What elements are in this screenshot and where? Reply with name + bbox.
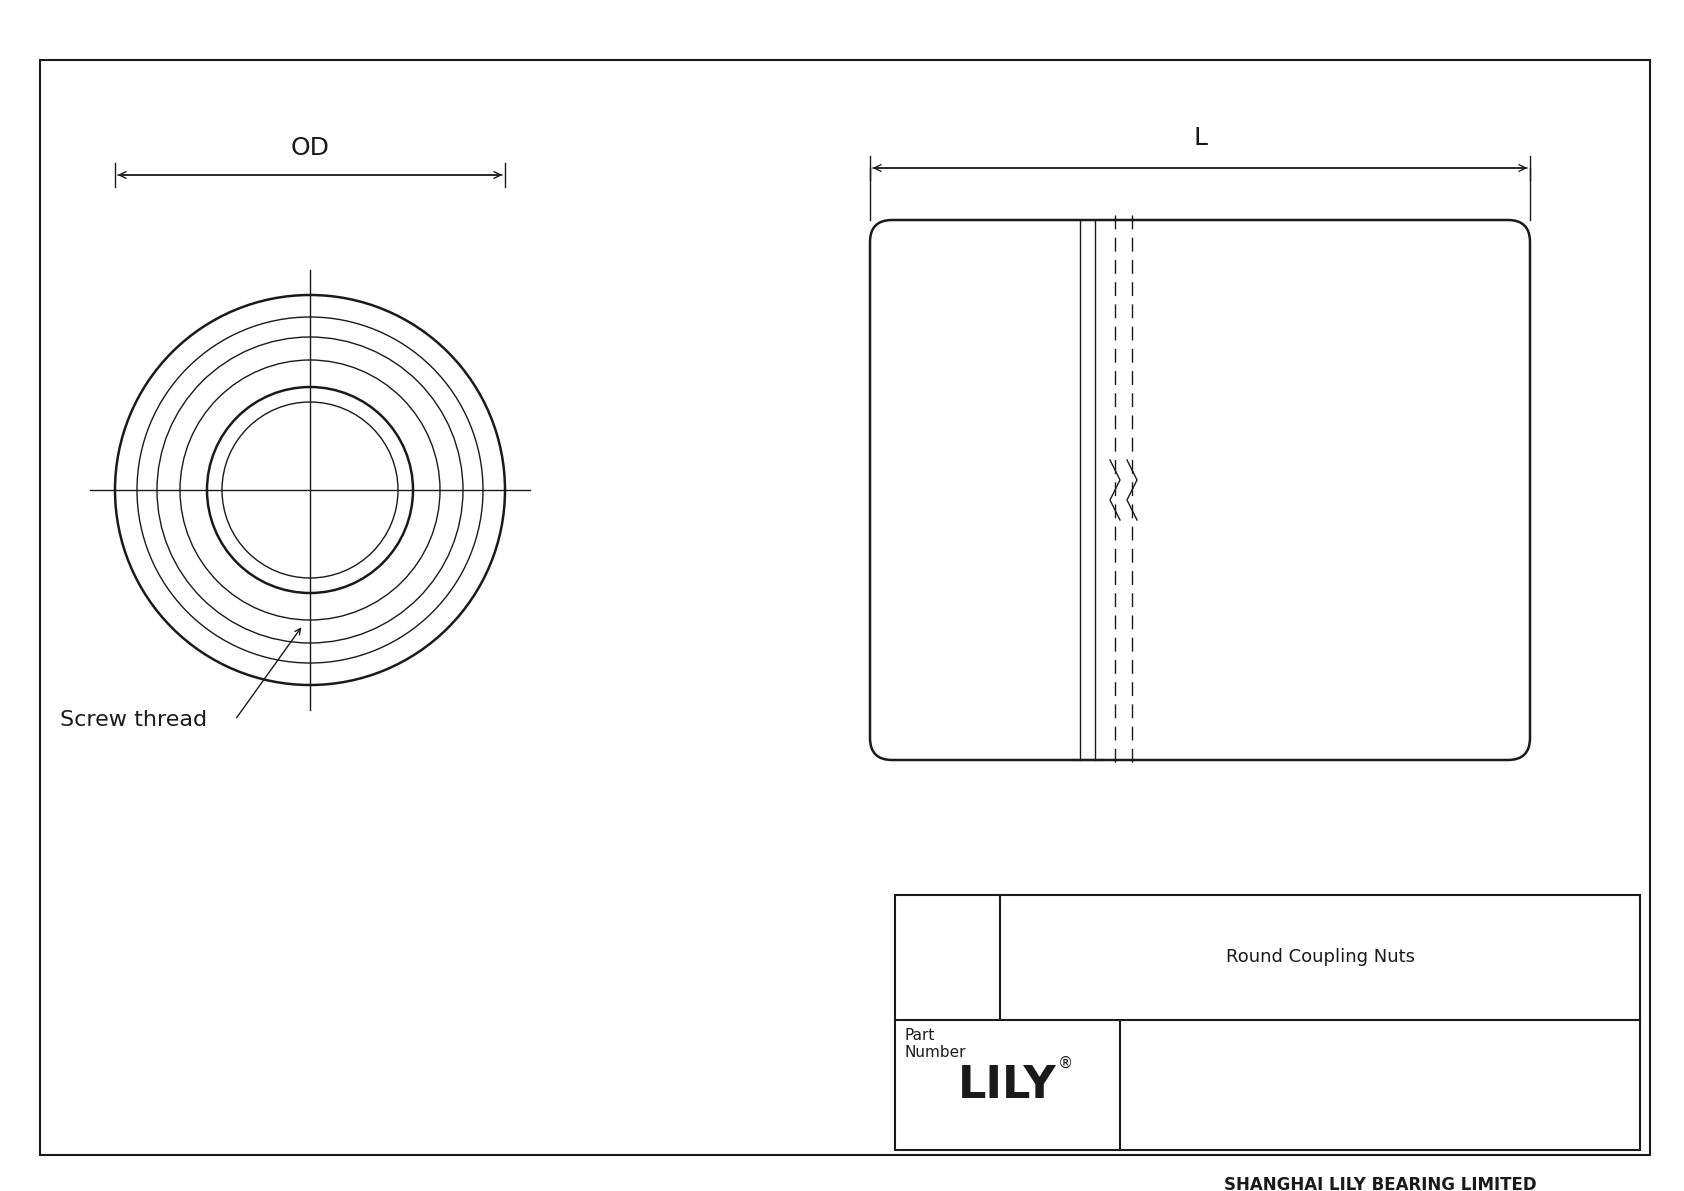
Text: SHANGHAI LILY BEARING LIMITED: SHANGHAI LILY BEARING LIMITED [1224,1176,1536,1191]
Text: L: L [1192,126,1207,150]
Text: LILY: LILY [958,1064,1058,1106]
FancyBboxPatch shape [871,220,1531,760]
Bar [894,894,1640,1151]
Text: Screw thread: Screw thread [61,710,207,730]
Text: ®: ® [1058,1055,1073,1071]
Text: Round Coupling Nuts: Round Coupling Nuts [1226,948,1415,967]
Text: OD: OD [291,136,330,160]
Text: Part
Number: Part Number [904,1028,967,1060]
